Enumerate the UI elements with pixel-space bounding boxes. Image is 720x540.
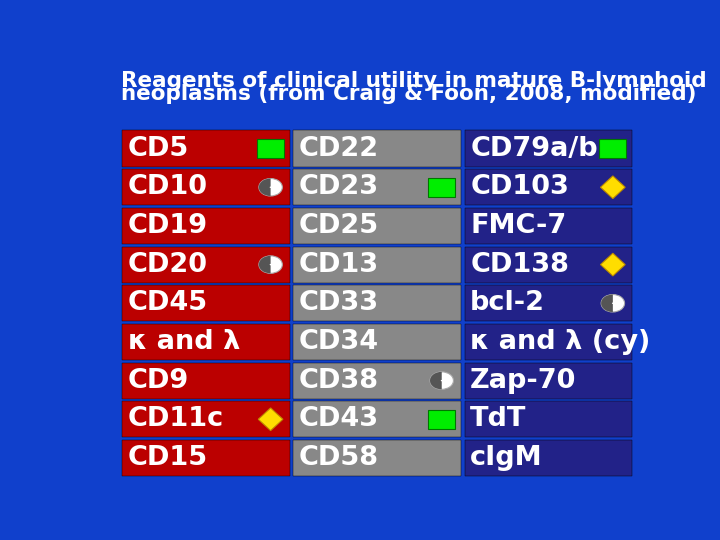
- Bar: [257, 139, 284, 158]
- Bar: [428, 178, 455, 197]
- FancyBboxPatch shape: [294, 169, 462, 205]
- Text: bcl-2: bcl-2: [470, 291, 545, 316]
- Text: CD79a/b: CD79a/b: [470, 136, 598, 161]
- FancyBboxPatch shape: [294, 401, 462, 437]
- FancyBboxPatch shape: [122, 131, 290, 167]
- Wedge shape: [430, 372, 442, 389]
- Circle shape: [270, 186, 271, 188]
- Text: cIgM: cIgM: [470, 445, 543, 471]
- Polygon shape: [258, 408, 283, 430]
- FancyBboxPatch shape: [464, 362, 632, 399]
- Text: TdT: TdT: [470, 406, 526, 432]
- Bar: [428, 410, 455, 429]
- Text: Reagents of clinical utility in mature B-lymphoid: Reagents of clinical utility in mature B…: [121, 71, 706, 91]
- Text: CD58: CD58: [299, 445, 379, 471]
- Text: CD43: CD43: [299, 406, 379, 432]
- Text: CD25: CD25: [299, 213, 379, 239]
- Circle shape: [612, 302, 613, 304]
- FancyBboxPatch shape: [122, 324, 290, 360]
- FancyBboxPatch shape: [294, 208, 462, 244]
- Text: κ and λ: κ and λ: [128, 329, 240, 355]
- Circle shape: [270, 264, 271, 265]
- FancyBboxPatch shape: [294, 246, 462, 282]
- Text: CD23: CD23: [299, 174, 379, 200]
- FancyBboxPatch shape: [464, 246, 632, 282]
- FancyBboxPatch shape: [464, 324, 632, 360]
- Text: Zap-70: Zap-70: [470, 368, 577, 394]
- Wedge shape: [259, 179, 271, 196]
- Text: CD38: CD38: [299, 368, 379, 394]
- Text: CD33: CD33: [299, 291, 379, 316]
- Text: CD34: CD34: [299, 329, 379, 355]
- FancyBboxPatch shape: [294, 131, 462, 167]
- Wedge shape: [601, 294, 613, 312]
- FancyBboxPatch shape: [294, 285, 462, 321]
- FancyBboxPatch shape: [122, 440, 290, 476]
- Text: CD9: CD9: [128, 368, 189, 394]
- Text: CD15: CD15: [128, 445, 208, 471]
- FancyBboxPatch shape: [294, 362, 462, 399]
- Text: CD20: CD20: [128, 252, 208, 278]
- FancyBboxPatch shape: [122, 246, 290, 282]
- FancyBboxPatch shape: [122, 401, 290, 437]
- Polygon shape: [600, 176, 625, 199]
- Circle shape: [430, 372, 454, 389]
- Text: CD10: CD10: [128, 174, 208, 200]
- Text: CD5: CD5: [128, 136, 189, 161]
- FancyBboxPatch shape: [464, 131, 632, 167]
- Circle shape: [259, 256, 282, 273]
- FancyBboxPatch shape: [464, 285, 632, 321]
- Circle shape: [259, 179, 282, 196]
- FancyBboxPatch shape: [464, 401, 632, 437]
- Text: CD138: CD138: [470, 252, 569, 278]
- Bar: [600, 139, 626, 158]
- FancyBboxPatch shape: [464, 208, 632, 244]
- FancyBboxPatch shape: [464, 440, 632, 476]
- Text: CD103: CD103: [470, 174, 569, 200]
- FancyBboxPatch shape: [122, 208, 290, 244]
- FancyBboxPatch shape: [122, 362, 290, 399]
- Text: FMC-7: FMC-7: [470, 213, 567, 239]
- Polygon shape: [600, 253, 625, 276]
- FancyBboxPatch shape: [464, 169, 632, 205]
- Text: CD45: CD45: [128, 291, 208, 316]
- Text: CD13: CD13: [299, 252, 379, 278]
- Text: κ and λ (cy): κ and λ (cy): [470, 329, 651, 355]
- FancyBboxPatch shape: [122, 169, 290, 205]
- FancyBboxPatch shape: [294, 440, 462, 476]
- Wedge shape: [259, 256, 271, 273]
- Text: CD22: CD22: [299, 136, 379, 161]
- Text: CD11c: CD11c: [128, 406, 224, 432]
- FancyBboxPatch shape: [122, 285, 290, 321]
- Circle shape: [601, 294, 624, 312]
- Text: CD19: CD19: [128, 213, 208, 239]
- FancyBboxPatch shape: [294, 324, 462, 360]
- Circle shape: [441, 380, 443, 381]
- Text: neoplasms (from Craig & Foon, 2008, modified): neoplasms (from Craig & Foon, 2008, modi…: [121, 84, 696, 104]
